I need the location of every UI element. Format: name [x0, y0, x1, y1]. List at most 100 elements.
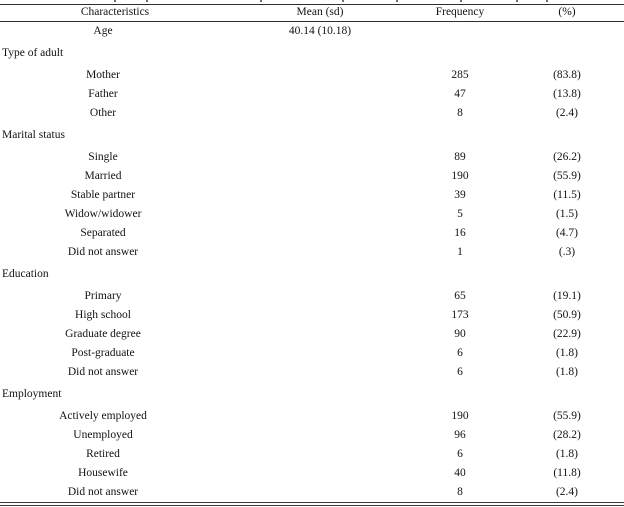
cell-mean-sd: [230, 85, 410, 104]
cell-label: Widow/widower: [64, 207, 142, 220]
cell-percent: (2.4): [555, 485, 579, 498]
cell-frequency: 6: [457, 346, 463, 359]
cell-mean-sd: [230, 104, 410, 123]
cell-frequency: 40: [454, 466, 466, 479]
cell-mean-sd: [230, 426, 410, 445]
section-row-type-of-adult: Type of adult: [0, 41, 624, 66]
cell-percent: [510, 262, 624, 287]
cell-percent: (22.9): [553, 327, 581, 340]
cell-label: Type of adult: [2, 46, 64, 59]
table-row: Unemployed 96 (28.2): [0, 426, 624, 445]
cell-frequency: 65: [454, 289, 466, 302]
cell-frequency: 173: [451, 308, 469, 321]
cell-percent: (1.8): [555, 447, 579, 460]
cell-percent: (50.9): [553, 308, 581, 321]
cell-mean-sd: [230, 167, 410, 186]
cell-mean-sd: [230, 363, 410, 382]
cell-percent: (1.5): [555, 207, 579, 220]
cell-percent: (1.8): [555, 346, 579, 359]
table-row: Did not answer 8 (2.4): [0, 483, 624, 502]
cell-frequency: [410, 262, 510, 287]
cell-label: Graduate degree: [65, 327, 141, 340]
cell-label: Housewife: [78, 466, 128, 479]
cell-mean-sd: [230, 344, 410, 363]
cell-label: Education: [2, 267, 49, 280]
cell-mean-sd: [230, 287, 410, 306]
cell-mean-sd: [230, 66, 410, 85]
cell-frequency: 90: [454, 327, 466, 340]
table-header-row: Characteristics Mean (sd) Frequency (%): [0, 5, 624, 22]
section-row-employment: Employment: [0, 382, 624, 407]
cell-percent: (83.8): [553, 68, 581, 81]
cell-frequency: 5: [457, 207, 463, 220]
cell-frequency: [410, 123, 510, 148]
cell-percent: (55.9): [553, 169, 581, 182]
cell-label: Mother: [86, 68, 120, 81]
cell-mean-sd: [230, 148, 410, 167]
cell-percent: [510, 382, 624, 407]
cell-mean-sd: [230, 464, 410, 483]
table-row: Actively employed 190 (55.9): [0, 407, 624, 426]
cell-label: Did not answer: [67, 365, 139, 378]
cell-mean-sd: [230, 306, 410, 325]
cell-mean-sd: [230, 205, 410, 224]
cell-label: High school: [75, 308, 131, 321]
cell-mean-sd: [230, 186, 410, 205]
cell-label: Retired: [86, 447, 120, 460]
cell-percent: (4.7): [555, 226, 579, 239]
cell-frequency: 6: [457, 447, 463, 460]
cell-label: Separated: [80, 226, 126, 239]
table-row: Single 89 (26.2): [0, 148, 624, 167]
demographics-table: Characteristics Mean (sd) Frequency (%) …: [0, 5, 624, 502]
cell-mean-sd: [230, 483, 410, 502]
cell-label: Father: [88, 87, 118, 100]
col-header-percent: (%): [510, 5, 624, 22]
cell-frequency: 47: [454, 87, 466, 100]
cell-mean-sd: [230, 224, 410, 243]
cell-frequency: 89: [454, 150, 466, 163]
table-row: High school 173 (50.9): [0, 306, 624, 325]
cell-label: Unemployed: [73, 428, 133, 441]
cell-frequency: 190: [451, 409, 469, 422]
cell-frequency: 285: [451, 68, 469, 81]
cell-label: Post-graduate: [71, 346, 135, 359]
table-row: Did not answer 6 (1.8): [0, 363, 624, 382]
cell-mean-sd: [230, 262, 410, 287]
table-bottom-rule: [0, 502, 624, 506]
cell-percent: (26.2): [553, 150, 581, 163]
table-row: Retired 6 (1.8): [0, 445, 624, 464]
cell-label: Did not answer: [67, 485, 139, 498]
section-row-marital-status: Marital status: [0, 123, 624, 148]
cell-percent: (11.5): [553, 188, 581, 201]
table-row: Widow/widower 5 (1.5): [0, 205, 624, 224]
cell-mean-sd: [230, 325, 410, 344]
table-row: Mother 285 (83.8): [0, 66, 624, 85]
cell-mean-sd: [230, 407, 410, 426]
cell-frequency: 96: [454, 428, 466, 441]
cell-frequency: [410, 382, 510, 407]
cell-label: Single: [88, 150, 118, 163]
table-row: Separated 16 (4.7): [0, 224, 624, 243]
cell-frequency: [410, 41, 510, 66]
cell-percent: (.3): [558, 245, 576, 258]
cell-mean-sd: [230, 243, 410, 262]
cell-label: Did not answer: [67, 245, 139, 258]
cell-percent: [510, 22, 624, 42]
table-row: Primary 65 (19.1): [0, 287, 624, 306]
cell-label: Other: [89, 106, 117, 119]
cell-label: Married: [84, 169, 122, 182]
cell-percent: (11.8): [553, 466, 581, 479]
cell-mean-sd: [230, 382, 410, 407]
cell-label: Age: [93, 24, 113, 37]
cell-percent: (2.4): [555, 106, 579, 119]
cell-label: Actively employed: [59, 409, 147, 422]
section-row-education: Education: [0, 262, 624, 287]
col-header-mean-sd: Mean (sd): [230, 5, 410, 22]
table-row: Stable partner 39 (11.5): [0, 186, 624, 205]
cell-percent: (28.2): [553, 428, 581, 441]
cell-mean-sd: [230, 445, 410, 464]
table-row: Post-graduate 6 (1.8): [0, 344, 624, 363]
cell-frequency: 190: [451, 169, 469, 182]
cell-percent: (55.9): [553, 409, 581, 422]
